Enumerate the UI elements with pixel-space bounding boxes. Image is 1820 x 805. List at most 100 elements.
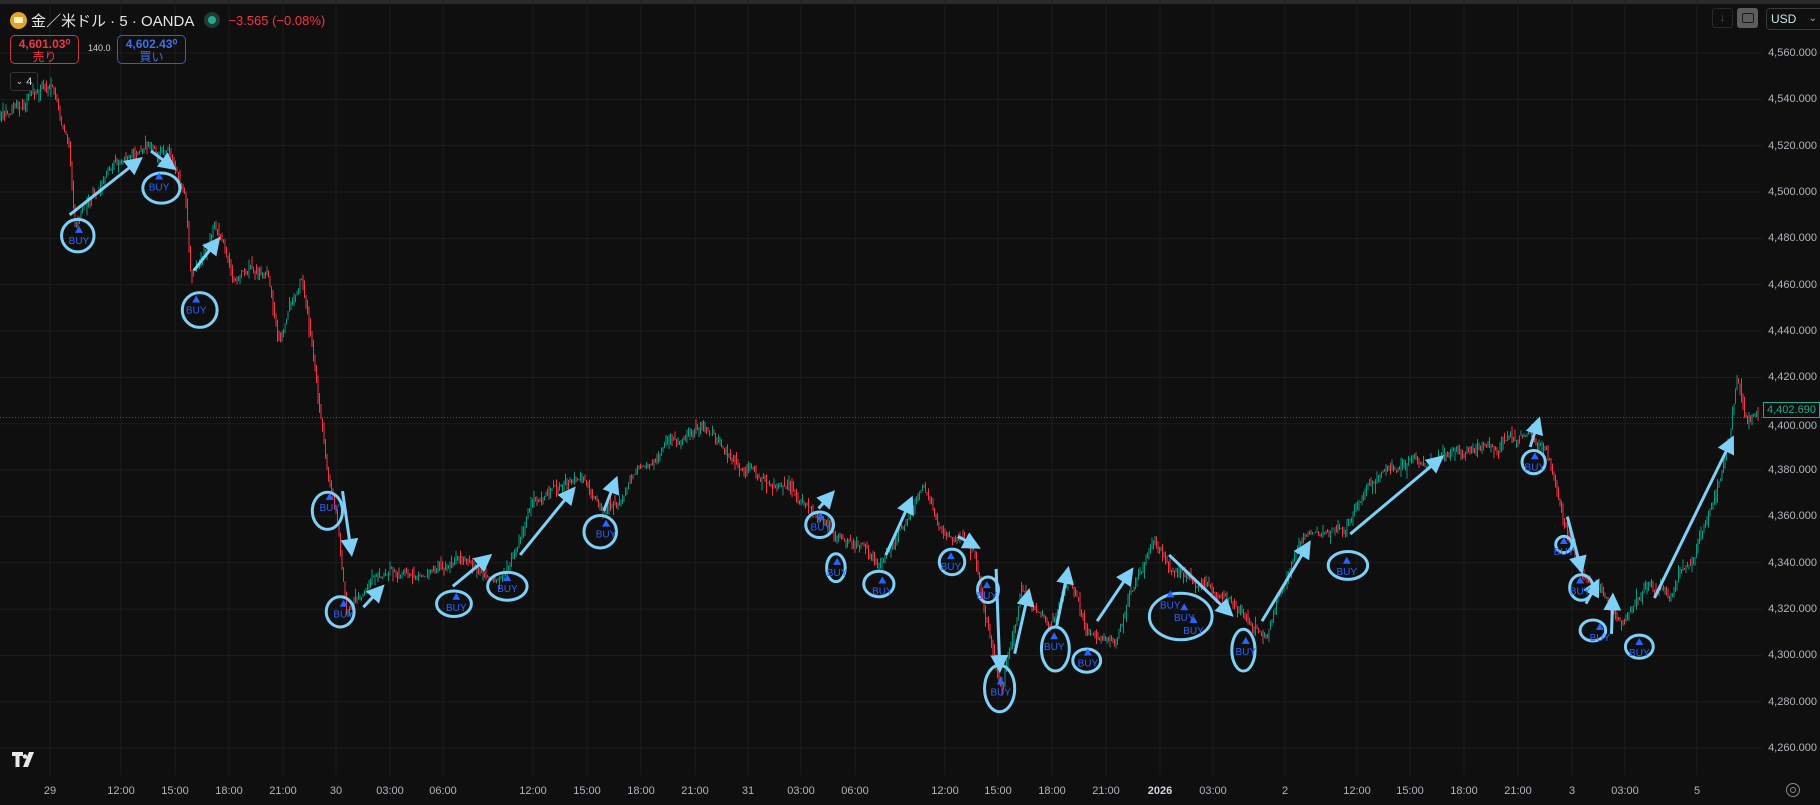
time-tick-label: 2 — [1281, 785, 1289, 797]
time-tick-label: 03:00 — [787, 785, 815, 797]
time-tick-label: 21:00 — [1504, 785, 1532, 797]
buy-signal-label: BUY — [1525, 462, 1546, 473]
buy-button[interactable]: 4,602.43⁰ 買い — [117, 35, 186, 64]
annotations — [60, 149, 1735, 714]
buy-label: 買い — [139, 50, 164, 64]
annotation-arrow — [340, 490, 359, 557]
annotation-circle — [582, 513, 618, 550]
triangle-up-icon — [1635, 638, 1644, 646]
buy-signal-label: BUY — [1629, 648, 1650, 659]
buy-signal-label: BUY — [1590, 633, 1611, 644]
price-tick-label: 4,480.000 — [1768, 232, 1817, 245]
buy-signal: BUY — [1554, 537, 1575, 558]
annotation-circle — [937, 547, 967, 577]
time-tick-label: 30 — [329, 785, 343, 797]
price-tick-label: 4,520.000 — [1768, 139, 1817, 152]
market-open-status-icon[interactable] — [204, 12, 221, 28]
triangle-up-icon — [602, 519, 611, 527]
price-tick-label: 4,320.000 — [1768, 603, 1817, 616]
time-tick-label: 03:00 — [376, 785, 404, 797]
symbol-title[interactable]: 金／米ドル · 5 · OANDA — [31, 12, 195, 30]
buy-signal: BUY — [446, 592, 467, 614]
buy-price: 4,602.43⁰ — [125, 37, 178, 51]
annotation-arrow — [362, 584, 385, 609]
annotation-circle — [1147, 591, 1214, 642]
time-tick-label: 15:00 — [161, 785, 189, 797]
buy-signal: BUY — [497, 574, 518, 595]
sell-label: 売り — [32, 50, 57, 64]
time-tick-label: 03:00 — [1199, 785, 1227, 797]
annotation-circle — [1520, 448, 1547, 476]
triangle-up-icon — [325, 492, 334, 500]
annotation-arrow — [1260, 540, 1311, 622]
buy-signal-label: BUY — [446, 603, 467, 614]
price-tick-label: 4,540.000 — [1768, 93, 1817, 106]
autoscale-button[interactable] — [1737, 8, 1758, 28]
buy-signal-label: BUY — [1078, 658, 1099, 669]
buy-signal: BUY — [941, 552, 961, 573]
triangle-up-icon — [946, 552, 955, 560]
annotation-arrow — [816, 490, 835, 510]
gold-symbol-logo-icon — [10, 11, 27, 29]
buy-signal-label: BUY — [1235, 647, 1256, 658]
time-tick-label: 15:00 — [573, 785, 601, 797]
time-tick-label: 18:00 — [215, 785, 243, 797]
buy-signal-label: BUY — [333, 610, 354, 621]
triangle-up-icon — [1050, 632, 1059, 640]
tradingview-logo-icon[interactable] — [12, 752, 40, 767]
triangle-up-icon — [878, 576, 887, 584]
annotation-arrow — [1349, 455, 1445, 536]
annotation-circle — [976, 575, 1000, 605]
annotation-circle — [1326, 549, 1370, 581]
buy-signal: BUY — [1044, 632, 1065, 653]
time-tick-label: 5 — [1693, 785, 1701, 797]
price-tick-label: 4,560.000 — [1768, 47, 1817, 59]
annotation-arrow — [150, 149, 177, 171]
annotation-circle — [1623, 633, 1655, 660]
buy-signal-label: BUY — [827, 568, 848, 579]
annotation-arrow — [1055, 565, 1075, 628]
triangle-up-icon — [192, 295, 201, 303]
triangle-up-icon — [503, 574, 512, 582]
sell-button[interactable]: 4,601.03⁰ 売り — [10, 35, 79, 64]
buy-signal-label: BUY — [1554, 547, 1575, 558]
annotation-circle — [804, 510, 836, 540]
buy-signal: BUY — [333, 599, 354, 621]
buy-signal: BUY — [1336, 556, 1357, 578]
buy-signal: BUY — [1183, 615, 1204, 637]
buy-signal: BUY — [69, 225, 90, 247]
buy-signal: BUY — [319, 492, 340, 514]
indicators-toggle[interactable]: ⌄ 4 — [10, 72, 38, 91]
buy-signal: BUY — [1590, 622, 1611, 644]
annotation-circle — [310, 490, 344, 531]
annotation-circle — [1039, 625, 1071, 673]
time-tick-label: 21:00 — [269, 785, 297, 797]
chevron-down-icon: ⌄ — [1808, 13, 1817, 24]
currency-select[interactable]: USD ⌄ — [1766, 8, 1820, 30]
annotation-arrow — [518, 486, 576, 556]
buy-signal: BUY — [149, 172, 170, 193]
time-tick-label: 31 — [741, 785, 755, 797]
annotation-circle — [60, 217, 96, 254]
buy-signal: BUY — [1235, 636, 1256, 658]
triangle-up-icon — [339, 599, 348, 607]
scroll-to-latest-button[interactable]: ↓ — [1712, 8, 1733, 28]
chart-settings-icon[interactable] — [1786, 783, 1800, 797]
annotation-circle — [825, 552, 847, 584]
triangle-up-icon — [1166, 590, 1175, 598]
triangle-up-icon — [816, 512, 825, 520]
symbol-header[interactable]: 金／米ドル · 5 · OANDA −3.565 (−0.08%) — [10, 9, 325, 31]
buy-signal: BUY — [991, 677, 1011, 699]
buy-signal: BUY — [1525, 452, 1546, 473]
annotation-arrow — [1583, 578, 1600, 605]
time-tick-label: 15:00 — [984, 785, 1012, 797]
buy-signal: BUY — [811, 512, 832, 534]
buy-signal-label: BUY — [811, 523, 832, 534]
sell-price: 4,601.03⁰ — [18, 37, 71, 51]
price-tick-label: 4,380.000 — [1768, 464, 1817, 477]
time-tick-label: 12:00 — [107, 785, 135, 797]
price-tick-label: 4,440.000 — [1768, 325, 1817, 338]
price-tick-label: 4,400.000 — [1768, 420, 1817, 433]
grid — [0, 0, 1762, 775]
